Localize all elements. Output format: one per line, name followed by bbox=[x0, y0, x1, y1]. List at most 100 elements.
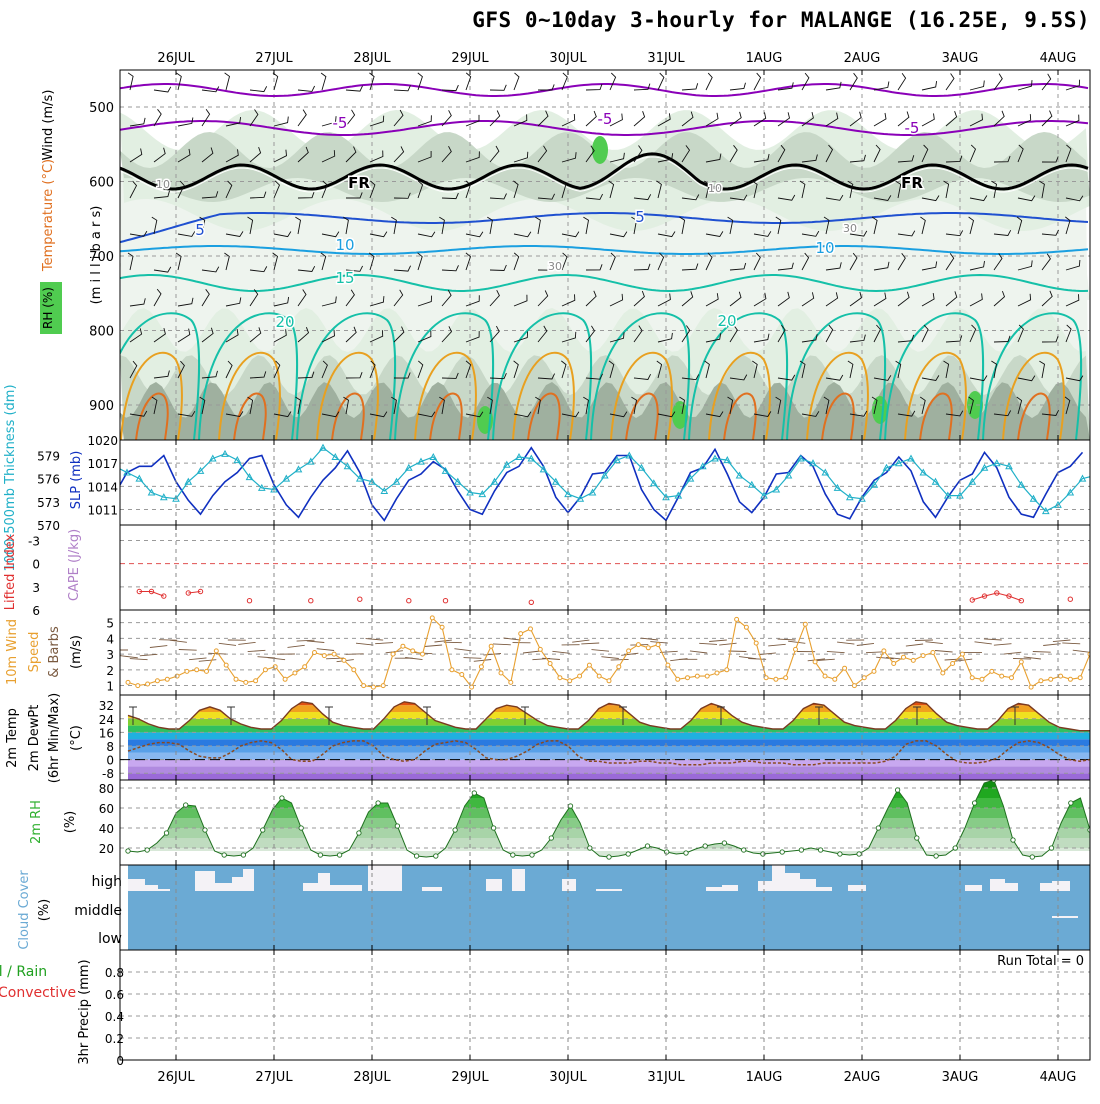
temp-band-3 bbox=[128, 753, 1090, 760]
upper-wind-barb bbox=[442, 85, 458, 91]
wind10-marker-39 bbox=[509, 680, 513, 684]
wind10-barb-51 bbox=[611, 659, 629, 660]
temp-band-4 bbox=[128, 746, 1090, 753]
thickness-marker-0 bbox=[87, 471, 93, 477]
cloud-high-gap-22 bbox=[785, 873, 800, 891]
cloud-high-gap-15 bbox=[512, 869, 525, 891]
rh2m-marker-94 bbox=[1030, 855, 1034, 859]
contour-label-0: -5 bbox=[333, 114, 348, 132]
wind10-barb-24 bbox=[346, 654, 364, 655]
temp-band-0 bbox=[128, 773, 1090, 780]
panel-border-slp bbox=[120, 440, 1090, 525]
tick-li-6: 6 bbox=[32, 604, 40, 618]
rh2m-marker-48 bbox=[588, 846, 592, 850]
wind10-marker-75 bbox=[862, 676, 866, 680]
upper-wind-barb bbox=[754, 73, 761, 90]
wind10-marker-22 bbox=[342, 658, 346, 662]
slp-plot bbox=[87, 445, 1100, 521]
rh2m-marker-14 bbox=[261, 828, 265, 832]
rh-fill-area bbox=[128, 768, 1090, 858]
upper-wind-barb bbox=[225, 73, 230, 90]
wind10-barb-4 bbox=[150, 646, 167, 648]
wind10-marker-42 bbox=[538, 647, 542, 651]
wind10-barb-45 bbox=[552, 651, 569, 653]
tick-temp-8: 8 bbox=[106, 740, 114, 754]
contour-label-4: FR bbox=[901, 174, 923, 192]
wind10-marker-87 bbox=[980, 677, 984, 681]
rh2m-marker-86 bbox=[953, 846, 957, 850]
rh2m-marker-40 bbox=[511, 853, 515, 857]
wind10-marker-41 bbox=[529, 627, 533, 631]
wind10-marker-60 bbox=[715, 671, 719, 675]
wind10-marker-16 bbox=[283, 677, 287, 681]
wind10-barb-76 bbox=[857, 643, 874, 645]
wind10-marker-28 bbox=[401, 644, 405, 648]
upper-wind-barb bbox=[634, 111, 645, 126]
cloud-high-gap-13 bbox=[422, 887, 442, 891]
tick-slp-1014: 1014 bbox=[87, 480, 118, 494]
date-label-bottom-7: 2AUG bbox=[844, 1070, 881, 1085]
date-label-top-9: 4AUG bbox=[1040, 51, 1077, 66]
wind10-barb-68 bbox=[778, 639, 796, 640]
upper-wind-barb bbox=[898, 73, 906, 90]
wind10-marker-51 bbox=[627, 649, 631, 653]
wind10-marker-36 bbox=[479, 665, 483, 669]
axis-label-2m-rh: 2m RH bbox=[29, 800, 44, 844]
li-marker-13 bbox=[247, 599, 251, 603]
cloud-high-gap-21 bbox=[772, 865, 785, 891]
tick-thickness-579: 579 bbox=[37, 449, 60, 463]
wind10-marker-65 bbox=[764, 676, 768, 680]
wind10-marker-90 bbox=[1010, 676, 1014, 680]
axis-label-rh-units: (%) bbox=[63, 811, 78, 834]
rh2m-marker-38 bbox=[491, 826, 495, 830]
temp2m-plot bbox=[120, 692, 1090, 780]
contour-label-3: FR bbox=[348, 174, 370, 192]
wind10-marker-20 bbox=[322, 654, 326, 658]
day-grid-li bbox=[176, 525, 1058, 610]
upper-wind-barb bbox=[202, 109, 210, 126]
wind10-barb-3 bbox=[140, 654, 158, 656]
cloud-high-gap-4 bbox=[215, 883, 232, 891]
axis-label-wind-units: (m/s) bbox=[69, 635, 84, 669]
wind10-marker-72 bbox=[833, 677, 837, 681]
cloud-level-low: low bbox=[98, 931, 122, 947]
day-grid-precip bbox=[176, 950, 1058, 1060]
wind10-marker-23 bbox=[352, 668, 356, 672]
rh2m-marker-74 bbox=[838, 852, 842, 856]
upper-wind-barb bbox=[706, 73, 712, 90]
cloud-high-gap-29 bbox=[1040, 883, 1052, 891]
wind10-marker-67 bbox=[784, 676, 788, 680]
upper-wind-barb bbox=[321, 73, 326, 90]
wind10-marker-57 bbox=[686, 676, 690, 680]
tick-thickness-573: 573 bbox=[37, 496, 60, 510]
upper-wind-barb bbox=[682, 83, 698, 90]
cloud-cover-plot bbox=[128, 865, 1090, 950]
tick-temp--8: -8 bbox=[102, 767, 114, 781]
wind10-marker-38 bbox=[499, 671, 503, 675]
axis-label-precip: 3hr Precip (mm) bbox=[77, 959, 92, 1064]
wind10-marker-29 bbox=[411, 649, 415, 653]
wind10-marker-32 bbox=[440, 625, 444, 629]
cloud-high-gap-6 bbox=[243, 869, 254, 891]
wind10-plot bbox=[110, 616, 1092, 689]
cloud-high-gap-27 bbox=[990, 879, 1005, 891]
tick-slp-1020: 1020 bbox=[87, 434, 118, 448]
tick-precip-0.2: 0.2 bbox=[105, 1032, 124, 1046]
contour-label-5: 5 bbox=[195, 221, 205, 239]
rh2m-marker-6 bbox=[184, 803, 188, 807]
wind10-marker-11 bbox=[234, 677, 238, 681]
wind10-marker-4 bbox=[165, 677, 169, 681]
wind10-barb-59 bbox=[690, 651, 707, 653]
contour-label-7: 10 bbox=[335, 236, 354, 254]
wind10-marker-8 bbox=[205, 669, 209, 673]
axis-label-2m-dewpt: 2m DewPt bbox=[27, 705, 42, 772]
wind10-barb-62 bbox=[719, 643, 736, 645]
rh2m-marker-72 bbox=[818, 848, 822, 852]
wind10-marker-30 bbox=[421, 652, 425, 656]
axis-label-barbs: & Barbs bbox=[47, 626, 62, 678]
upper-wind-barb bbox=[658, 73, 664, 90]
upper-wind-barb bbox=[298, 86, 315, 91]
date-label-top-2: 28JUL bbox=[353, 51, 391, 66]
wind10-barb-82 bbox=[915, 640, 933, 641]
cloud-high-gap-28 bbox=[1005, 883, 1018, 891]
